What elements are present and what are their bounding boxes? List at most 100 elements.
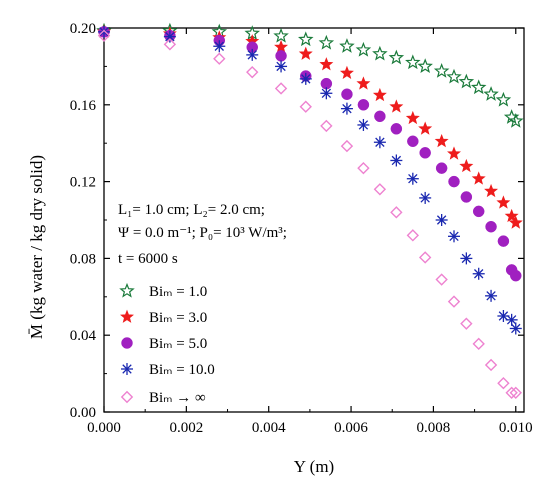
data-point [504,208,519,223]
x-axis-title: Y (m) [294,457,334,476]
series-5 [97,29,522,399]
data-point [470,79,487,95]
y-tick-label: 0.12 [70,175,96,191]
series-4 [98,25,522,335]
data-point [497,235,510,247]
data-point [460,252,473,265]
legend-label: Biₘ = 3.0 [149,310,207,326]
data-point [448,230,460,243]
data-point [497,310,510,322]
data-point [407,135,419,148]
x-tick-label: 0.010 [499,420,533,436]
data-point [298,31,314,47]
data-point [509,322,522,335]
data-point [97,29,111,42]
data-point [373,136,386,149]
data-point [389,99,404,113]
legend-marker [119,282,135,298]
data-point [357,99,370,111]
legend-marker [120,309,134,323]
legend-marker [121,363,133,375]
data-point [357,161,370,175]
data-point [434,133,449,148]
data-point [505,313,518,326]
data-point [484,183,499,198]
data-point [448,175,460,188]
annotation-line: t = 6000 s [118,251,178,267]
data-point [273,27,289,43]
data-point [319,57,334,71]
x-tick-label: 0.004 [252,420,286,436]
data-point [460,191,473,203]
data-point [405,54,421,70]
series-2 [97,24,523,229]
data-point [356,76,371,90]
data-point [418,121,433,135]
data-point [433,63,450,78]
data-point [446,68,462,84]
data-point [505,386,518,399]
data-point [418,251,432,264]
y-axis-title: M̄ (kg water / kg dry solid) [27,155,46,339]
data-point [460,317,473,330]
y-tick-label: 0.04 [70,328,97,344]
data-point [447,146,461,160]
data-point [447,295,461,308]
data-point [390,154,403,167]
data-point [483,86,499,101]
data-point [472,267,485,280]
y-tick-label: 0.16 [70,98,97,114]
x-tick-label: 0.008 [417,420,451,436]
data-point [459,158,474,173]
data-point [274,39,289,54]
legend-label: Biₘ = 1.0 [149,284,207,300]
data-point [472,205,485,218]
data-point [419,191,432,204]
data-point [274,82,288,95]
data-point [213,40,226,53]
data-point [458,73,475,89]
parameter-annotation: L₁= 1.0 cm; L₂= 2.0 cm; Ψ = 0.0 m⁻¹; P₀= … [118,202,287,267]
plot-frame [103,27,525,413]
legend-marker [121,337,133,349]
data-point [275,50,287,62]
data-point [497,377,510,390]
data-point [417,58,433,74]
data-point [510,269,522,282]
data-point [98,25,110,38]
data-point [406,229,420,242]
data-point [213,52,226,65]
data-point [372,45,388,61]
data-points [96,22,524,399]
data-point [484,358,498,372]
data-point [374,110,386,123]
data-point [299,100,312,113]
data-point [320,119,333,133]
annotation-line: Ψ = 0.0 m⁻¹; P₀= 10³ W/m³; [118,225,287,241]
data-point [390,206,403,219]
legend-marker [120,390,134,404]
legend-label: Biₘ → ∞ [149,390,206,406]
data-point [405,110,420,125]
data-point [373,183,387,196]
data-point [355,41,372,57]
data-point [508,112,524,128]
legend-label: Biₘ = 5.0 [149,336,207,352]
data-point [275,60,288,73]
data-point [339,65,354,80]
data-point [357,118,370,131]
x-tick-label: 0.000 [87,420,121,436]
data-point [435,273,448,286]
y-tick-label: 0.08 [70,251,96,267]
data-point [320,87,333,100]
data-point [341,88,353,100]
plot-border [103,27,525,413]
data-point [419,147,431,159]
data-point [496,195,511,209]
y-axis-title-group: M̄ (kg water / kg dry solid) [27,155,46,339]
annotation-line: L₁= 1.0 cm; L₂= 2.0 cm; [118,202,265,218]
data-point [485,220,497,233]
data-point [246,65,259,79]
data-point [508,215,523,229]
